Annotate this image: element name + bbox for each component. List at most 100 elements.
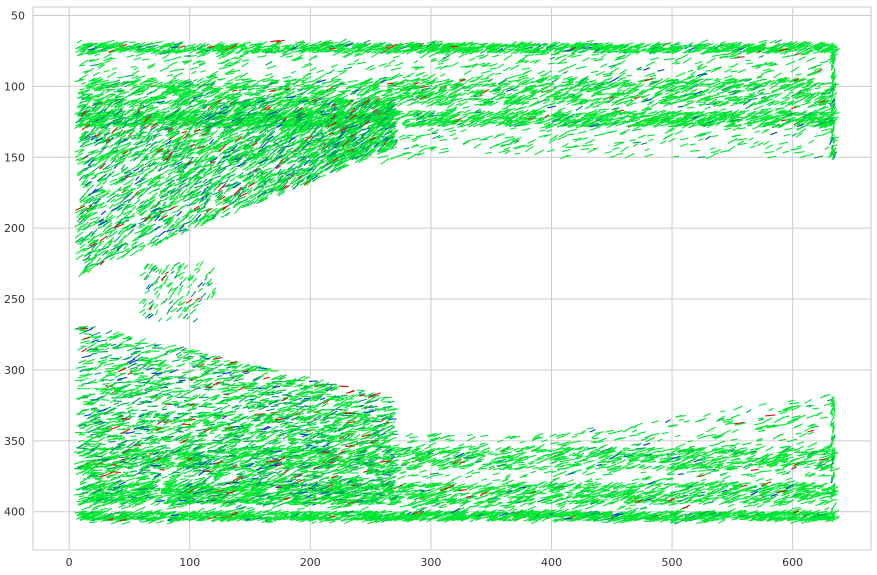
vector-arrow	[292, 92, 303, 97]
vector-arrow	[92, 71, 101, 77]
vector-arrow	[239, 72, 249, 79]
vector-arrow	[133, 66, 139, 71]
vector-arrow	[299, 49, 310, 55]
vector-arrow	[791, 133, 797, 137]
vector-arrow	[293, 56, 302, 62]
vector-arrow	[611, 106, 620, 111]
vector-arrow	[673, 155, 680, 158]
vector-arrow	[80, 81, 87, 86]
vector-arrow	[590, 57, 597, 60]
vector-arrow	[786, 42, 794, 46]
vector-arrow	[215, 87, 224, 92]
vector-arrow	[333, 135, 341, 139]
vector-arrow	[149, 89, 158, 95]
vector-arrow	[461, 43, 469, 47]
vector-arrow	[626, 74, 632, 77]
vector-arrow	[449, 129, 457, 133]
vector-arrow	[371, 53, 378, 58]
vector-arrow	[261, 77, 268, 82]
vector-arrow	[517, 55, 528, 63]
vector-arrow	[597, 93, 604, 96]
vector-arrow	[407, 153, 416, 160]
vector-arrow	[694, 60, 703, 65]
vector-arrow	[128, 41, 136, 44]
vector-arrow	[105, 39, 115, 44]
vector-arrow	[419, 144, 428, 148]
vector-arrow	[808, 139, 815, 144]
vector-arrow	[745, 104, 754, 110]
vector-arrow	[618, 72, 626, 78]
vector-arrow	[267, 75, 274, 80]
vector-arrow	[758, 55, 764, 59]
vector-arrow	[660, 77, 670, 84]
vector-arrow	[711, 135, 719, 138]
vector-arrow	[139, 79, 148, 85]
vector-arrow	[582, 78, 590, 84]
vector-arrow	[705, 69, 711, 72]
vector-arrow	[680, 95, 686, 99]
vector-arrow	[797, 121, 806, 126]
vector-arrow	[567, 53, 576, 58]
vector-arrow	[603, 74, 613, 77]
vector-arrow	[80, 59, 89, 66]
vector-arrow	[563, 76, 573, 80]
vector-arrow	[613, 119, 619, 123]
vector-arrow	[320, 99, 331, 102]
vector-arrow	[665, 89, 673, 92]
vector-arrow	[782, 150, 789, 154]
vector-arrow	[508, 140, 515, 146]
vector-arrow	[175, 91, 185, 97]
vector-arrow	[796, 128, 807, 135]
vector-arrow	[343, 66, 353, 70]
vector-arrow	[414, 114, 420, 118]
vector-arrow	[669, 95, 679, 101]
vector-arrow	[117, 102, 123, 106]
vector-arrow	[118, 40, 128, 45]
vector-arrow	[168, 48, 175, 51]
vector-arrow	[743, 95, 750, 98]
vector-arrow	[130, 69, 140, 77]
vector-arrow	[605, 113, 615, 120]
vector-arrow	[501, 107, 509, 110]
vector-arrow	[619, 128, 630, 135]
vector-arrow	[674, 57, 681, 62]
vector-arrow	[505, 95, 511, 100]
vector-arrow	[525, 115, 533, 118]
vector-arrow	[652, 110, 658, 114]
vector-arrow	[353, 58, 360, 63]
vector-arrow	[143, 43, 154, 47]
vector-arrow	[428, 110, 436, 115]
vector-arrow	[103, 53, 112, 59]
vector-arrow	[330, 64, 338, 68]
vector-arrow	[719, 42, 730, 48]
vector-arrow	[548, 134, 559, 142]
vector-arrow	[81, 88, 91, 96]
vector-arrow	[637, 78, 648, 83]
vector-arrow	[575, 112, 586, 115]
vector-arrow	[318, 132, 328, 137]
vector-arrow	[187, 139, 196, 143]
vector-arrow	[325, 91, 335, 96]
vector-arrow	[633, 125, 641, 131]
vector-arrow	[802, 43, 814, 50]
vector-arrow	[192, 78, 198, 82]
vector-arrow	[463, 89, 470, 92]
vector-arrow	[503, 119, 513, 125]
vector-arrow	[128, 91, 136, 97]
vector-arrow	[590, 123, 600, 128]
vector-arrow	[732, 126, 740, 131]
vector-arrow	[665, 89, 675, 96]
vector-arrow	[212, 96, 223, 102]
vector-arrow	[521, 127, 531, 132]
vector-arrow	[524, 46, 533, 50]
vector-arrow	[227, 78, 234, 83]
vector-arrow	[739, 90, 745, 92]
vector-arrow	[402, 120, 411, 126]
vector-arrow	[579, 98, 585, 101]
vector-arrow	[259, 45, 270, 48]
vector-arrow	[256, 78, 265, 83]
vector-arrow	[405, 92, 412, 95]
vector-arrow	[363, 39, 371, 44]
vector-arrow	[643, 67, 651, 71]
vector-arrow	[229, 61, 240, 65]
